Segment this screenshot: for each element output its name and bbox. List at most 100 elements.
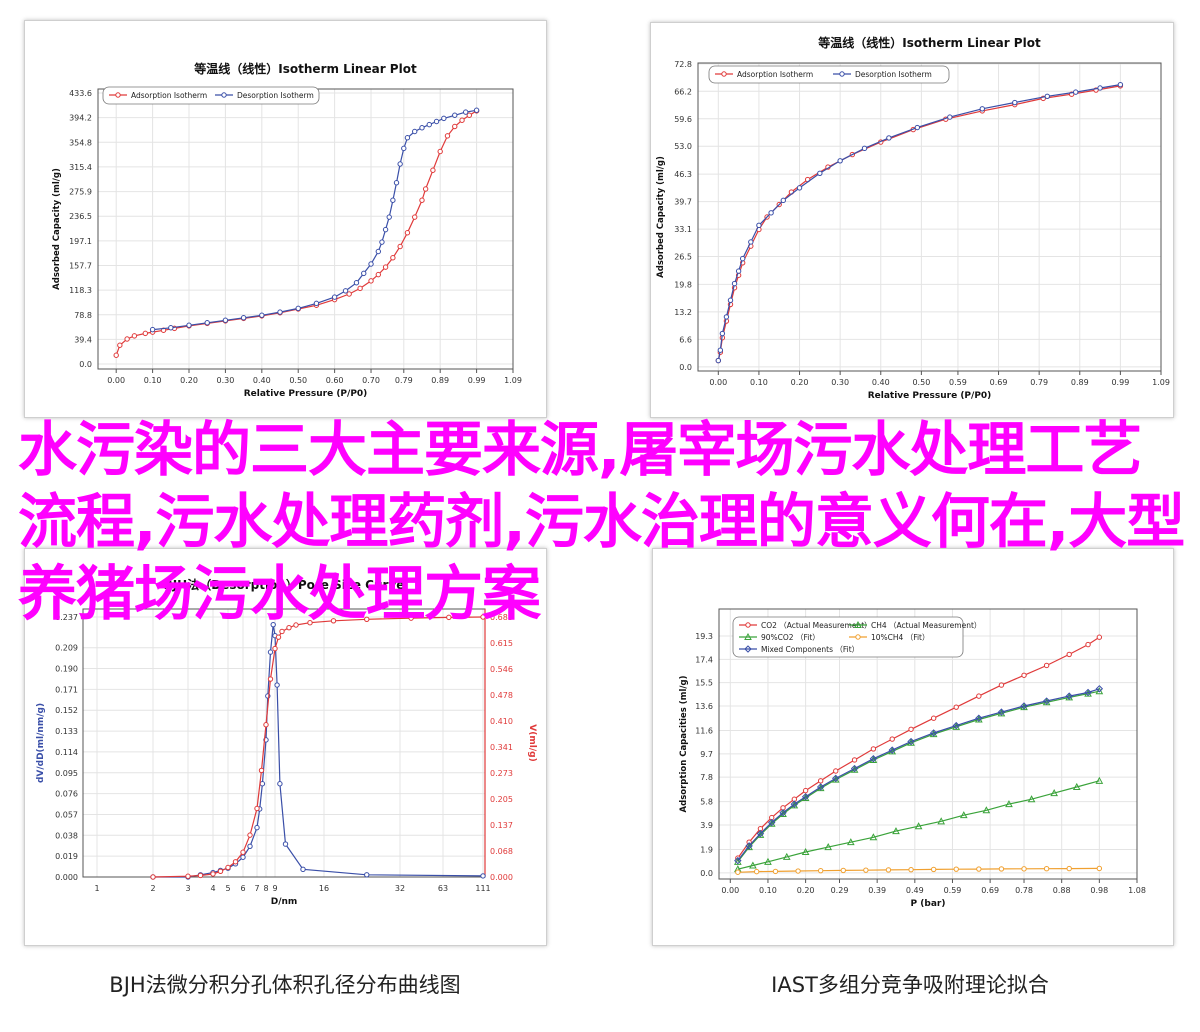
y-tick-label: 0.0 [679, 363, 692, 372]
x-tick-label: 0.39 [868, 886, 886, 895]
x-tick-label: 0.00 [107, 376, 125, 385]
y2-axis-label: V(ml/g) [527, 724, 537, 761]
x-tick-label: 0.20 [791, 378, 809, 387]
data-point [753, 868, 760, 875]
data-point [715, 357, 722, 364]
legend-label: CH4 （Actual Measurement） [871, 621, 981, 630]
x-tick-label: 1.08 [1128, 886, 1146, 895]
x-tick-label: 0.30 [217, 376, 235, 385]
data-point [1084, 688, 1092, 697]
y-tick-label: 46.3 [674, 170, 692, 179]
data-point [908, 726, 914, 732]
data-point [772, 868, 779, 875]
x-tick-label: 0.40 [872, 378, 890, 387]
legend-box [732, 616, 964, 658]
y-tick-label: 66.2 [674, 87, 692, 96]
x-tick-label: 0.98 [1090, 886, 1108, 895]
data-point [908, 866, 914, 873]
y-tick-label: 0.057 [55, 810, 78, 819]
data-point [368, 278, 374, 284]
data-point [832, 774, 840, 783]
x-tick-label: 0.29 [831, 886, 849, 895]
data-point [131, 333, 138, 339]
legend-marker [744, 632, 752, 640]
data-point [480, 614, 486, 620]
data-point [1066, 651, 1072, 658]
data-point [254, 824, 260, 831]
data-point [197, 872, 204, 879]
y-tick-label: 3.9 [700, 821, 713, 830]
data-point [247, 832, 253, 838]
data-point [1096, 634, 1103, 640]
legend-marker [839, 71, 845, 77]
data-point [892, 827, 900, 835]
x-tick-label: 0.10 [750, 378, 768, 387]
data-point [240, 315, 247, 321]
x-tick-label: 0.99 [1111, 378, 1129, 387]
data-point [386, 214, 392, 220]
plot-border [697, 62, 1162, 372]
x-tick-label: 9 [272, 884, 277, 893]
data-point [422, 186, 429, 192]
data-point [426, 121, 432, 128]
data-point [1072, 782, 1081, 790]
x-tick-label: 2 [150, 884, 155, 893]
legend-marker [855, 634, 861, 640]
data-point [1020, 702, 1028, 710]
y-tick-label: 0.0 [79, 360, 92, 369]
y-tick-label: 6.6 [679, 335, 692, 344]
data-point [1096, 865, 1103, 872]
x-tick-label: 7 [254, 884, 259, 893]
data-point [142, 330, 149, 337]
data-point [357, 285, 363, 292]
data-point [117, 342, 123, 348]
data-point [364, 616, 370, 622]
data-point [368, 261, 374, 267]
series-line [737, 636, 1100, 859]
data-point [1043, 662, 1050, 669]
data-point [259, 312, 265, 318]
data-point [796, 185, 803, 191]
y2-tick-label: 0.410 [490, 717, 513, 726]
y-tick-label: 39.4 [74, 335, 92, 344]
data-point [267, 649, 274, 655]
data-point [979, 106, 985, 112]
data-point [277, 781, 283, 787]
data-point [1117, 81, 1124, 88]
x-tick-label: 0.20 [180, 376, 198, 385]
legend-box [102, 86, 320, 105]
data-point [937, 817, 946, 825]
y2-tick-label: 0.546 [490, 665, 513, 674]
data-point [397, 243, 403, 250]
data-point [959, 811, 968, 819]
data-point [1005, 800, 1013, 808]
data-point [795, 868, 801, 874]
data-point [375, 271, 382, 278]
y2-tick-label: 0.683 [490, 613, 513, 622]
data-point [929, 729, 938, 737]
data-point [802, 787, 809, 794]
data-point [419, 197, 425, 203]
data-point [801, 847, 810, 855]
x-tick-label: 0.49 [906, 886, 924, 895]
data-point [185, 873, 191, 879]
chart-panel-isotherm-right: 0.0 6.6 13.2 19.8 26.5 33.1 39.7 46.3 53.0 59.6 66… [650, 22, 1174, 418]
data-point [382, 264, 389, 270]
x-tick-label: 0.20 [797, 886, 815, 895]
data-point [930, 715, 937, 721]
data-point [149, 326, 156, 333]
data-point [953, 866, 959, 872]
data-point [307, 620, 313, 626]
y-tick-label: 19.3 [695, 632, 713, 641]
data-point [412, 214, 418, 220]
chart-isotherm-left: 0.0 39.4 78.8 118.3 157.7 197.1 236.5 275.9 315.… [52, 61, 522, 399]
data-point [817, 170, 823, 176]
data-point [886, 135, 892, 141]
x-tick-label: 0.00 [709, 378, 727, 387]
x-tick-label: 8 [263, 884, 268, 893]
data-point [817, 867, 824, 874]
chart-iast: 0.0 1.9 3.9 5.8 7.8 9.7 11.6 13.6 15.5 17.4 19.3 0.… [679, 608, 1146, 909]
y-tick-label: 13.2 [674, 308, 692, 317]
data-point [723, 314, 730, 320]
data-point [346, 291, 352, 297]
